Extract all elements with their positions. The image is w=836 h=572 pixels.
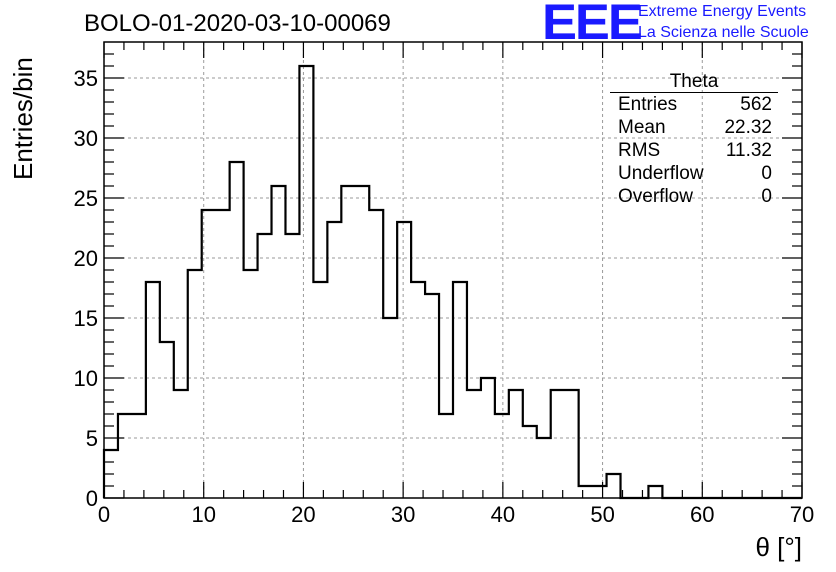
- stats-key: Mean: [618, 117, 666, 138]
- x-axis-label: θ [°]: [755, 532, 802, 562]
- x-tick-label: 10: [191, 502, 215, 527]
- x-tick-label: 50: [590, 502, 614, 527]
- y-tick-label: 10: [74, 366, 98, 391]
- logo-line-1: Extreme Energy Events: [638, 3, 807, 20]
- logo-line-2: La Scienza nelle Scuole: [638, 24, 809, 41]
- stats-key: Underflow: [618, 163, 704, 184]
- x-tick-label: 20: [291, 502, 315, 527]
- x-tick-label: 40: [491, 502, 515, 527]
- x-tick-label: 0: [98, 502, 110, 527]
- y-tick-label: 15: [74, 306, 98, 331]
- y-axis-label: Entries/bin: [8, 57, 38, 180]
- stats-row-underflow: Underflow 0: [610, 162, 778, 185]
- y-tick-label: 25: [74, 186, 98, 211]
- stats-row-entries: Entries 562: [610, 93, 778, 116]
- x-tick-labels: 0 10 20 30 40 50 60 70: [98, 502, 814, 527]
- stats-value: 0: [761, 186, 772, 207]
- run-title: BOLO-01-2020-03-10-00069: [84, 10, 391, 37]
- stats-key: RMS: [618, 140, 661, 161]
- stats-row-rms: RMS 11.32: [610, 139, 778, 162]
- stats-row-mean: Mean 22.32: [610, 116, 778, 139]
- eee-logo-mark: EEE: [542, 0, 643, 50]
- stats-value: 562: [740, 94, 772, 115]
- stats-box: Theta Entries 562 Mean 22.32 RMS 11.32 U…: [610, 72, 778, 208]
- y-tick-label: 0: [86, 486, 98, 511]
- y-tick-label: 20: [74, 246, 98, 271]
- stats-value: 22.32: [724, 117, 772, 138]
- x-tick-label: 60: [690, 502, 714, 527]
- y-tick-label: 30: [74, 126, 98, 151]
- y-tick-label: 5: [86, 426, 98, 451]
- stats-value: 11.32: [725, 140, 772, 161]
- y-tick-label: 35: [74, 66, 98, 91]
- eee-logo: EEE Extreme Energy Events La Scienza nel…: [542, 0, 834, 50]
- stats-key: Overflow: [618, 186, 693, 207]
- stats-value: 0: [761, 163, 772, 184]
- plot-frame: [103, 41, 803, 499]
- stats-row-overflow: Overflow 0: [610, 185, 778, 208]
- y-tick-labels: 0 5 10 15 20 25 30 35: [74, 66, 98, 511]
- stats-title: Theta: [610, 72, 778, 93]
- x-tick-label: 70: [790, 502, 814, 527]
- x-tick-label: 30: [391, 502, 415, 527]
- stats-key: Entries: [618, 94, 678, 115]
